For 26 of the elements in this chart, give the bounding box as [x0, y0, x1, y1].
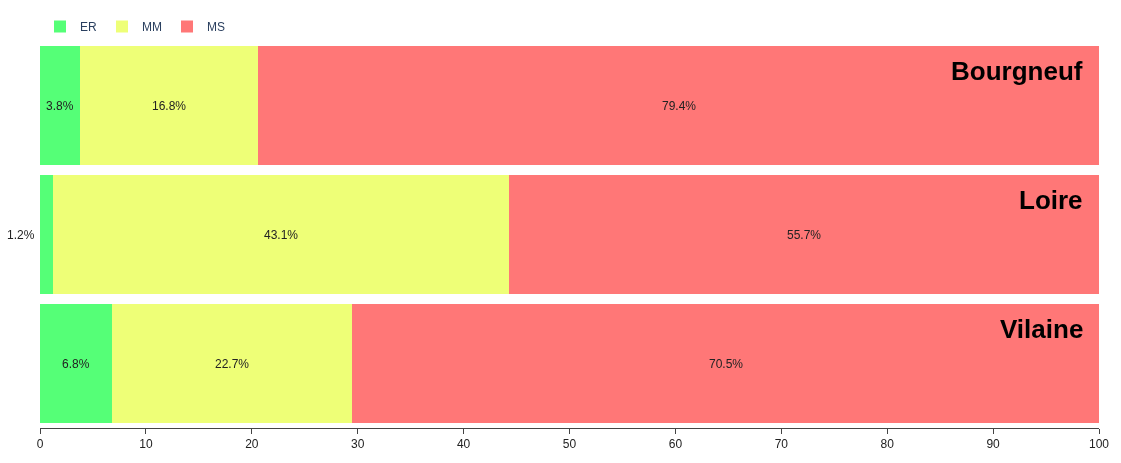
legend-label: ER: [80, 20, 97, 35]
x-tick-label: 0: [36, 437, 44, 452]
data-label: 16.8%: [152, 99, 187, 113]
data-label: 6.8%: [62, 357, 90, 371]
data-label: 79.4%: [662, 99, 697, 113]
x-tick-label: 100: [1088, 437, 1110, 452]
data-label: 1.2%: [7, 228, 35, 242]
x-tick-label: 90: [986, 437, 1001, 452]
x-tick-label: 50: [562, 437, 577, 452]
x-tick-label: 70: [774, 437, 789, 452]
legend-label: MS: [207, 20, 225, 35]
data-label: 70.5%: [709, 357, 744, 371]
data-label: 43.1%: [264, 228, 299, 242]
y-tick-label: Bourgneuf: [951, 56, 1083, 86]
data-label: 55.7%: [787, 228, 822, 242]
y-tick-label: Vilaine: [1000, 314, 1084, 344]
x-tick-label: 20: [245, 437, 259, 452]
x-tick-label: 60: [668, 437, 683, 452]
x-tick-label: 30: [351, 437, 365, 452]
data-label: 3.8%: [46, 99, 74, 113]
legend-label: MM: [142, 20, 162, 35]
x-tick-label: 80: [880, 437, 895, 452]
data-label: 22.7%: [215, 357, 250, 371]
y-tick-label: Loire: [1019, 185, 1083, 215]
x-tick-label: 40: [456, 437, 471, 452]
x-tick-label: 10: [139, 437, 153, 452]
